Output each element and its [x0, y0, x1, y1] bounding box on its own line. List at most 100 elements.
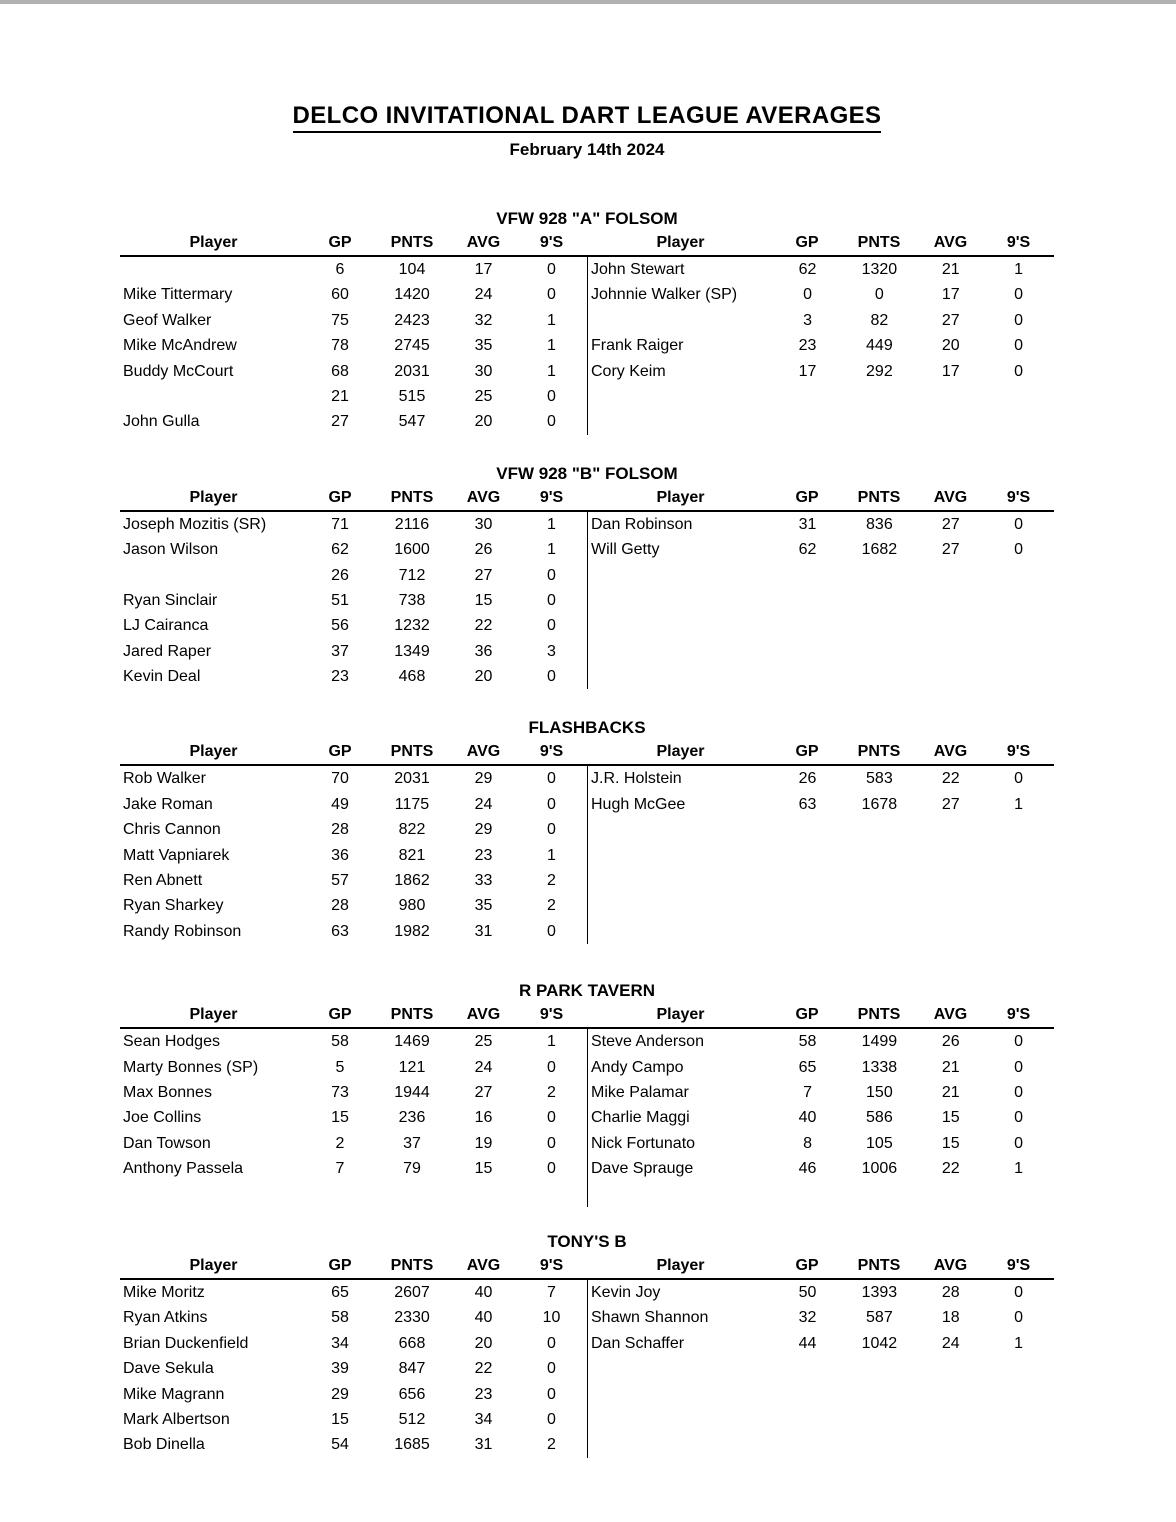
pnts-cell — [840, 1407, 918, 1432]
gp-cell — [775, 409, 841, 434]
gp-cell — [775, 639, 841, 664]
avg-cell: 26 — [941, 1033, 960, 1051]
nines-cell: 0 — [1014, 1134, 1024, 1152]
table-row — [588, 817, 1054, 842]
gp-cell — [775, 843, 841, 868]
table-row: Marty Bonnes (SP) 5 121 24 0 — [120, 1055, 587, 1080]
player-cell: Cory Keim — [591, 362, 666, 380]
player-cell: Bob Dinella — [123, 1436, 205, 1454]
table-row: Joe Collins 15 236 16 0 — [120, 1105, 587, 1130]
player-cell: Dan Robinson — [591, 515, 693, 533]
avg-cell: 31 — [474, 1436, 493, 1454]
nines-cell: 0 — [547, 922, 556, 940]
table-row: Frank Raiger 23 449 20 0 — [588, 333, 1054, 358]
player-cell — [588, 639, 775, 664]
avg-cell: 24 — [941, 1334, 960, 1352]
nines-cell — [983, 1432, 1054, 1457]
avg-cell: 25 — [474, 387, 493, 405]
gp-cell: 8 — [803, 1134, 812, 1152]
nines-cell: 0 — [1014, 1309, 1024, 1327]
gp-cell: 28 — [331, 897, 349, 915]
nines-cell: 0 — [547, 1134, 556, 1152]
avg-cell: 26 — [474, 541, 493, 559]
avg-cell: 20 — [474, 1334, 493, 1352]
avg-cell: 28 — [941, 1283, 960, 1301]
gp-cell: 50 — [798, 1283, 817, 1301]
player-cell: J.R. Holstein — [591, 770, 682, 788]
avg-cell: 17 — [941, 362, 960, 380]
table-body: Joseph Mozitis (SR) 71 2116 30 1 Jason Wilson… — [120, 511, 1054, 690]
nines-cell: 1 — [1014, 795, 1024, 813]
avg-cell — [918, 588, 983, 613]
table-header-half: Player GP PNTS AVG 9'S — [587, 231, 1054, 255]
gp-cell — [775, 664, 841, 689]
pnts-cell — [840, 563, 918, 588]
avg-cell: 27 — [941, 311, 960, 329]
gp-cell — [775, 919, 841, 944]
nines-cell: 0 — [547, 1058, 556, 1076]
player-cell: Shawn Shannon — [591, 1309, 709, 1327]
avg-cell: 27 — [941, 541, 960, 559]
nines-cell: 0 — [547, 566, 556, 584]
gp-cell — [775, 384, 841, 409]
gp-cell: 78 — [331, 337, 349, 355]
table-row: Kevin Joy 50 1393 28 0 — [588, 1280, 1054, 1305]
nines-cell: 0 — [1014, 286, 1024, 304]
nines-cell: 0 — [547, 1334, 556, 1352]
nines-cell: 0 — [1014, 362, 1024, 380]
nines-cell: 1 — [547, 846, 556, 864]
table-row — [588, 1432, 1054, 1457]
nines-cell — [983, 409, 1054, 434]
pnts-cell: 1682 — [861, 541, 898, 559]
pnts-cell: 515 — [398, 387, 426, 405]
player-cell: Dan Towson — [123, 1134, 211, 1152]
nines-cell: 0 — [1014, 311, 1024, 329]
nines-cell: 0 — [1014, 515, 1024, 533]
avg-cell: 21 — [941, 261, 960, 278]
nines-cell — [983, 868, 1054, 893]
gp-cell: 34 — [331, 1334, 349, 1352]
gp-cell: 6 — [335, 261, 345, 278]
nines-cell — [983, 893, 1054, 918]
table-row: Bob Dinella 54 1685 31 2 — [120, 1432, 587, 1457]
nines-cell — [983, 843, 1054, 868]
player-cell — [588, 919, 775, 944]
nines-cell — [983, 613, 1054, 638]
player-cell: Mike Magrann — [123, 1385, 225, 1403]
pnts-cell — [840, 817, 918, 842]
player-cell: Steve Anderson — [591, 1033, 704, 1051]
table-header-row: Player GP PNTS AVG 9'S Player GP PNTS AVG 9'S — [120, 486, 1054, 512]
col-header-nines: 9'S — [539, 1006, 564, 1024]
pnts-cell: 1393 — [861, 1283, 898, 1301]
player-cell: Jake Roman — [123, 795, 213, 813]
player-cell: Mark Albertson — [123, 1410, 230, 1428]
player-cell — [588, 1182, 775, 1207]
avg-cell: 25 — [474, 1033, 493, 1051]
pnts-cell: 0 — [874, 286, 884, 304]
avg-cell — [918, 1356, 983, 1381]
table-header-half: Player GP PNTS AVG 9'S — [587, 740, 1054, 764]
avg-cell: 21 — [941, 1083, 960, 1101]
table-row — [588, 919, 1054, 944]
pnts-cell: 847 — [398, 1360, 426, 1378]
sections-container: VFW 928 "A" FOLSOM Player GP PNTS AVG 9'S Play… — [120, 206, 1054, 1458]
player-cell: Dave Sprauge — [591, 1160, 694, 1178]
pnts-cell: 2116 — [394, 515, 430, 533]
gp-cell — [775, 868, 841, 893]
nines-cell: 0 — [547, 1160, 556, 1178]
nines-cell: 7 — [547, 1283, 556, 1301]
col-header-avg: AVG — [466, 1256, 501, 1274]
table-row: Andy Campo 65 1338 21 0 — [588, 1055, 1054, 1080]
avg-cell: 22 — [474, 617, 493, 635]
col-header-player: Player — [189, 743, 238, 761]
nines-cell: 0 — [547, 1109, 556, 1127]
table-row: Johnnie Walker (SP) 0 0 17 0 — [588, 282, 1054, 307]
player-cell — [588, 664, 775, 689]
avg-cell: 29 — [474, 770, 493, 788]
nines-cell: 0 — [547, 286, 556, 304]
nines-cell — [516, 1182, 587, 1207]
player-cell — [588, 384, 775, 409]
player-cell: Randy Robinson — [123, 922, 242, 940]
pnts-cell — [840, 664, 918, 689]
nines-cell: 1 — [1014, 261, 1024, 278]
